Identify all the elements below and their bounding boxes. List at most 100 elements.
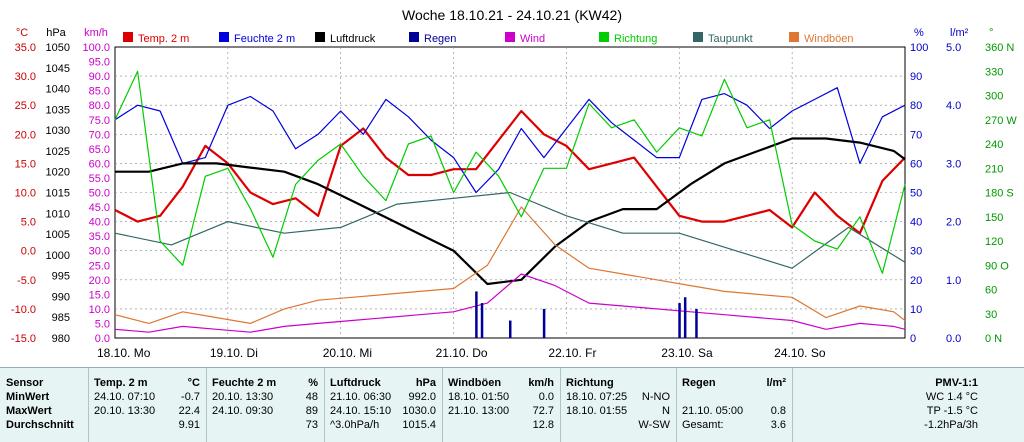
hum-avg-value: 73	[305, 419, 318, 431]
rain-bar	[509, 320, 512, 338]
right-axis-tick-label: 80	[910, 100, 922, 112]
right-axis-tick-label: 2.0	[946, 217, 961, 229]
dir-max-time: 18.10. 01:55	[566, 405, 628, 417]
right-axis-tick-label: 0 N	[985, 333, 1002, 345]
stats-col-direction: Richtung 18.10. 07:25 N-NO 18.10. 01:55 N …	[560, 368, 677, 442]
rain-max-value: 0.8	[770, 405, 786, 417]
left-axis-unit: km/h	[84, 27, 108, 39]
rain-bar	[542, 308, 546, 338]
stats-header-rain: Regen	[682, 377, 716, 389]
stats-col-rain: Regen l/m² 21.10. 05:00 0.8 Gesamt: 3.6	[676, 368, 793, 442]
legend-swatch	[123, 32, 133, 42]
pmv-dewpoint: TP -1.5 °C	[926, 405, 978, 417]
right-axis-tick-label: 70	[910, 129, 922, 141]
legend-label: Temp. 2 m	[138, 33, 189, 45]
stats-col-humidity: Feuchte 2 m% 20.10. 13:30 48 24.10. 09:30…	[206, 368, 325, 442]
left-axis-tick-label: 75.0	[89, 115, 110, 127]
legend-swatch	[693, 32, 703, 42]
gust-avg-value: 12.8	[532, 419, 554, 431]
left-axis-tick-label: 5.0	[21, 217, 36, 229]
stats-unit-temp: °C	[187, 377, 200, 389]
series-line-windb-en	[114, 206, 906, 324]
left-axis-tick-label: -10.0	[11, 304, 36, 316]
right-axis-tick-label: 270 W	[985, 115, 1017, 127]
pres-avg-value: 1015.4	[402, 419, 436, 431]
left-axis-tick-label: 1010	[46, 208, 70, 220]
left-axis-tick-label: 10.0	[15, 188, 36, 200]
right-axis-tick-label: 0.0	[946, 333, 961, 345]
stats-label-avg: Durchschnitt	[6, 419, 74, 431]
pres-max-time: 24.10. 15:10	[330, 405, 392, 417]
hum-max-time: 24.10. 09:30	[212, 405, 274, 417]
right-axis-tick-label: 180 S	[985, 188, 1014, 200]
legend-swatch	[599, 32, 609, 42]
rain-max-time: 21.10. 05:00	[682, 405, 744, 417]
left-axis-tick-label: 95.0	[89, 57, 110, 69]
left-axis-tick-label: 30.0	[89, 246, 110, 258]
legend-swatch	[315, 32, 325, 42]
series-line-wind	[114, 273, 906, 333]
right-axis-tick-label: 5.0	[946, 42, 961, 54]
left-axis-tick-label: 40.0	[89, 217, 110, 229]
legend-label: Feuchte 2 m	[234, 33, 295, 45]
pres-min-value: 992.0	[408, 391, 436, 403]
series-line-richtung	[114, 70, 906, 274]
stats-header-temp: Temp. 2 m	[94, 377, 148, 389]
right-axis-tick-label: 150	[985, 212, 1003, 224]
stats-col-pressure: Luftdruck hPa 21.10. 06:30 992.0 24.10. 15…	[324, 368, 443, 442]
stats-label-min: MinWert	[6, 391, 50, 403]
left-axis-tick-label: 20.0	[89, 275, 110, 287]
stats-unit-gusts: km/h	[528, 377, 554, 389]
stats-header-pmv: PMV-1:1	[935, 377, 978, 389]
right-axis-tick-label: 100	[910, 42, 928, 54]
right-axis-tick-label: 120	[985, 236, 1003, 248]
dir-min-time: 18.10. 07:25	[566, 391, 628, 403]
left-axis-tick-label: 70.0	[89, 129, 110, 141]
left-axis-tick-label: 15.0	[15, 158, 36, 170]
left-axis-tick-label: 45.0	[89, 202, 110, 214]
left-axis-tick-label: 1000	[46, 250, 70, 262]
left-axis-tick-label: 995	[52, 271, 70, 283]
stats-unit-rain: l/m²	[766, 377, 786, 389]
rain-total-label: Gesamt:	[682, 419, 724, 431]
right-axis-tick-label: 0	[910, 333, 916, 345]
stats-col-temp: Temp. 2 m °C 24.10. 07:10 -0.7 20.10. 13:3…	[88, 368, 207, 442]
x-axis-tick-label: 20.10. Mi	[323, 346, 372, 360]
left-axis-tick-label: 1025	[46, 146, 70, 158]
pres-trend: ^3.0hPa/h	[330, 419, 380, 431]
x-axis-tick-label: 21.10. Do	[436, 346, 488, 360]
left-axis-tick-label: 80.0	[89, 100, 110, 112]
left-axis-tick-label: 90.0	[89, 71, 110, 83]
series-line-feuchte-2-m	[114, 87, 906, 194]
left-axis-tick-label: 990	[52, 291, 70, 303]
rain-bar	[475, 291, 478, 338]
legend-label: Wind	[520, 33, 545, 45]
right-axis-tick-label: 300	[985, 91, 1003, 103]
x-axis-tick-label: 23.10. Sa	[661, 346, 713, 360]
stats-unit-humidity: %	[308, 377, 318, 389]
pres-max-value: 1030.0	[402, 405, 436, 417]
left-axis-tick-label: 35.0	[89, 231, 110, 243]
x-axis-tick-label: 24.10. So	[774, 346, 826, 360]
legend-label: Taupunkt	[708, 33, 753, 45]
temp-min-time: 24.10. 07:10	[94, 391, 156, 403]
stats-unit-pressure: hPa	[415, 377, 436, 389]
left-axis-tick-label: 1015	[46, 188, 70, 200]
rain-total-value: 3.6	[770, 419, 786, 431]
legend-label: Luftdruck	[330, 33, 376, 45]
stats-col-sensor: Sensor MinWert MaxWert Durchschnitt	[0, 368, 89, 442]
legend-swatch	[219, 32, 229, 42]
left-axis-tick-label: 1045	[46, 63, 70, 75]
left-axis-tick-label: 30.0	[15, 71, 36, 83]
right-axis-tick-label: 210	[985, 163, 1003, 175]
left-axis-tick-label: 1040	[46, 84, 70, 96]
right-axis-unit: %	[914, 27, 924, 39]
left-axis-tick-label: -5.0	[17, 275, 36, 287]
right-axis-tick-label: 60	[910, 158, 922, 170]
hum-min-time: 20.10. 13:30	[212, 391, 274, 403]
left-axis-tick-label: 5.0	[95, 318, 110, 330]
stats-label-max: MaxWert	[6, 405, 52, 417]
right-axis-tick-label: 30	[985, 309, 997, 321]
legend-swatch	[505, 32, 515, 42]
left-axis-tick-label: 20.0	[15, 129, 36, 141]
